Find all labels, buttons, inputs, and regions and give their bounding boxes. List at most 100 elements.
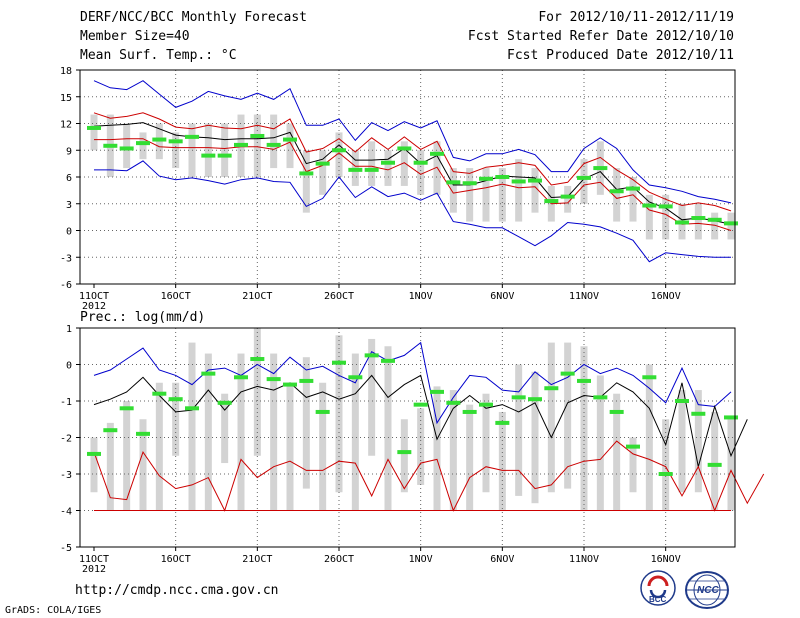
- precip-median-marker: [511, 395, 526, 400]
- precip-median-marker: [642, 375, 657, 380]
- precip-range-box: [694, 390, 702, 493]
- precip-range-box: [253, 328, 261, 456]
- temp-median-marker: [560, 194, 575, 199]
- precip-median-marker: [348, 375, 363, 380]
- precip-max-line: [93, 341, 732, 425]
- temp-y-tick-label: -3: [60, 253, 72, 264]
- precip-median-marker: [250, 357, 265, 362]
- source-url[interactable]: http://cmdp.ncc.cma.gov.cn: [75, 583, 279, 598]
- temp-median-marker: [185, 134, 199, 139]
- precip-median-marker: [168, 397, 183, 402]
- temp-median-marker: [658, 204, 673, 209]
- temp-median-marker: [103, 143, 118, 148]
- precip-median-marker: [217, 400, 232, 405]
- temp-median-marker: [446, 180, 461, 185]
- temp-median-marker: [642, 203, 657, 208]
- precip-median-marker: [315, 409, 330, 414]
- temp-x-tick-label: 16OCT: [161, 291, 191, 302]
- precip-range-box: [155, 382, 163, 511]
- precip-y-tick-label: 1: [66, 324, 72, 335]
- precip-median-marker: [397, 450, 412, 455]
- temp-range-box: [629, 177, 637, 222]
- precip-range-box: [482, 393, 490, 493]
- precip-lower-line: [93, 440, 765, 512]
- temp-median-marker: [381, 160, 395, 165]
- precip-range-box: [547, 342, 555, 493]
- precip-x-tick-label: 1NOV: [409, 554, 433, 565]
- temp-median-marker: [413, 160, 428, 165]
- precip-range-box: [351, 353, 359, 511]
- precip-range-box: [172, 382, 180, 456]
- temp-x-tick-label: 11OCT: [79, 291, 109, 302]
- precip-x-tick-label: 11NOV: [569, 554, 599, 565]
- precip-range-box: [270, 353, 278, 511]
- precip-median-marker: [560, 371, 575, 376]
- precip-range-box: [645, 364, 653, 511]
- ncc-logo-icon: [685, 571, 729, 609]
- temp-y-tick-label: -6: [60, 280, 72, 291]
- temp-max-line: [93, 80, 732, 204]
- precip-range-box: [417, 408, 425, 485]
- temp-range-box: [286, 123, 294, 169]
- temp-median-marker: [430, 151, 444, 156]
- temp-range-box: [482, 168, 490, 222]
- precip-range-box: [613, 393, 621, 511]
- temp-lower-line: [94, 138, 732, 231]
- precip-range-box: [384, 346, 392, 511]
- precip-median-marker: [381, 358, 395, 363]
- temp-range-box: [531, 168, 539, 213]
- precip-median-marker: [103, 428, 118, 433]
- temp-range-box: [253, 114, 261, 177]
- precip-x-tick-label: 16OCT: [161, 554, 191, 565]
- temp-x-tick-label: 1NOV: [409, 291, 433, 302]
- precip-range-box: [90, 437, 98, 493]
- precip-x-tick-label: 11OCT: [79, 554, 109, 565]
- precip-median-marker: [495, 420, 510, 425]
- precip-median-marker: [266, 377, 281, 382]
- precip-x-tick-label: 6NOV: [490, 554, 514, 565]
- temp-range-box: [319, 150, 327, 195]
- precip-range-box: [237, 353, 245, 511]
- temp-median-marker: [299, 171, 314, 176]
- precip-median-marker: [626, 444, 640, 449]
- precip-median-marker: [413, 402, 428, 407]
- precip-x-tick-label: 26OCT: [324, 554, 354, 565]
- temp-x-tick-label: 6NOV: [490, 291, 514, 302]
- precip-median-marker: [675, 399, 689, 403]
- temp-median-marker: [315, 161, 330, 166]
- temp-median-marker: [675, 220, 689, 225]
- precip-range-box: [531, 371, 539, 504]
- temp-mean-line: [93, 122, 732, 225]
- precip-range-box: [139, 419, 147, 511]
- temp-y-tick-label: 9: [66, 146, 72, 157]
- temp-median-marker: [348, 167, 363, 172]
- temp-median-marker: [87, 125, 101, 130]
- temp-median-marker: [495, 175, 510, 179]
- temp-x-tick-label: 16NOV: [651, 291, 681, 302]
- bcc-logo-icon: [640, 570, 676, 606]
- temp-x-tick-label: 11NOV: [569, 291, 599, 302]
- precip-panel-title: Prec.: log(mm/d): [80, 310, 206, 325]
- forecast-period: For 2012/10/11-2012/11/19: [538, 10, 734, 25]
- temp-median-marker: [168, 139, 183, 144]
- precip-median-marker: [364, 353, 379, 358]
- temp-median-marker: [136, 141, 150, 146]
- temp-y-tick-label: 18: [60, 66, 72, 77]
- forecast-produced-date: Fcst Produced Date 2012/10/11: [507, 48, 734, 63]
- temp-median-marker: [217, 153, 232, 158]
- temp-range-box: [466, 168, 474, 222]
- temp-range-box: [302, 150, 310, 213]
- temp-range-box: [580, 159, 588, 204]
- precip-range-box: [188, 342, 196, 511]
- precip-range-box: [711, 411, 719, 511]
- precip-range-box: [368, 338, 376, 456]
- precip-median-marker: [479, 402, 493, 407]
- precip-x-year-label: 2012: [82, 564, 106, 575]
- precip-y-tick-label: -1: [60, 397, 72, 408]
- temp-range-box: [564, 185, 572, 213]
- precip-range-box: [564, 342, 572, 489]
- temp-median-marker: [724, 221, 738, 226]
- precip-y-tick-label: 0: [66, 361, 72, 372]
- precip-median-marker: [332, 360, 346, 365]
- temp-median-marker: [577, 175, 591, 180]
